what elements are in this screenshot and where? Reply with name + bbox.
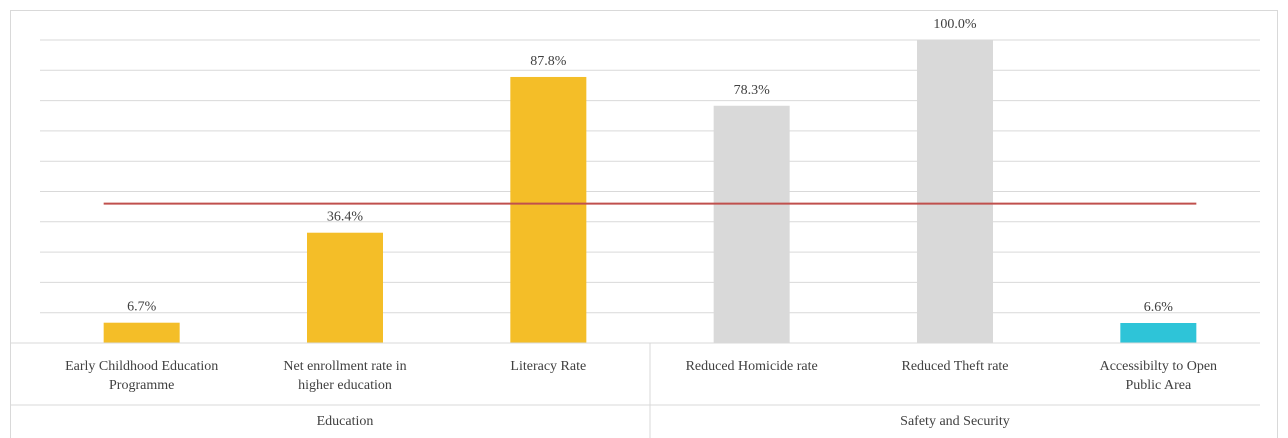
data-label: 78.3%	[734, 83, 771, 98]
category-label: Reduced Theft rate	[901, 359, 1008, 374]
category-label: Accessibilty to Open	[1100, 359, 1217, 374]
bar	[510, 76, 587, 343]
data-label: 6.7%	[127, 300, 157, 315]
data-label: 36.4%	[327, 210, 364, 225]
category-label: Early Childhood Education	[65, 359, 218, 374]
data-label: 100.0%	[933, 17, 977, 32]
bar	[1120, 323, 1197, 343]
group-label: Safety and Security	[900, 414, 1010, 429]
category-label: Reduced Homicide rate	[686, 359, 818, 374]
chart-frame	[10, 10, 1278, 438]
category-label: higher education	[298, 378, 392, 393]
category-label: Programme	[109, 378, 174, 393]
category-label: Literacy Rate	[510, 359, 586, 374]
category-label: Net enrollment rate in	[283, 359, 406, 374]
bar	[307, 232, 383, 343]
bar	[917, 40, 993, 343]
bar	[103, 322, 180, 343]
data-label: 87.8%	[530, 54, 567, 69]
group-label: Education	[317, 414, 374, 429]
data-label: 6.6%	[1144, 300, 1174, 315]
category-label: Public Area	[1125, 378, 1191, 393]
bar	[713, 105, 790, 343]
